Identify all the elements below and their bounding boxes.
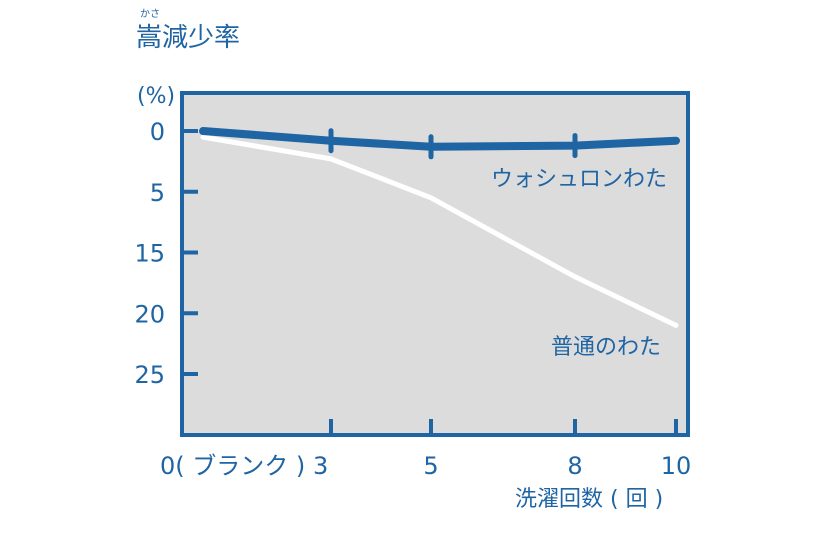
x-tick-label: 5 — [423, 452, 438, 480]
series-point — [574, 275, 576, 278]
x-tick-label: 10 — [661, 452, 692, 480]
ticks-layer — [182, 129, 678, 435]
series-layer — [199, 127, 680, 328]
series-point — [202, 136, 204, 139]
series-point — [202, 130, 204, 132]
x-tick-label: 3 — [313, 452, 328, 480]
series-point — [675, 139, 677, 142]
chart-title-ruby: かさ — [140, 8, 160, 20]
series-point — [330, 157, 332, 160]
x-axis-label: 洗濯回数 ( 回 ) — [515, 487, 663, 512]
x-tick-label: 8 — [567, 452, 582, 480]
y-axis-label: (%) — [137, 84, 175, 109]
tick-labels-layer: 0 5 15 20 25 0( ブランク ) 3 5 8 10 — [134, 118, 691, 480]
y-tick-label: 0 — [150, 118, 165, 146]
y-tick-label: 20 — [134, 300, 165, 328]
series-point — [430, 196, 432, 199]
series-point — [675, 324, 677, 327]
x-tick-label: 0( ブランク ) — [160, 452, 305, 480]
y-tick-label: 15 — [134, 240, 165, 268]
series-label-washron: ウォシュロンわた — [491, 167, 667, 192]
y-tick-label: 25 — [134, 361, 165, 389]
y-tick-label: 5 — [150, 179, 165, 207]
series-label-normal: 普通のわた — [551, 335, 661, 360]
chart-title: 嵩減少率 — [136, 23, 240, 53]
